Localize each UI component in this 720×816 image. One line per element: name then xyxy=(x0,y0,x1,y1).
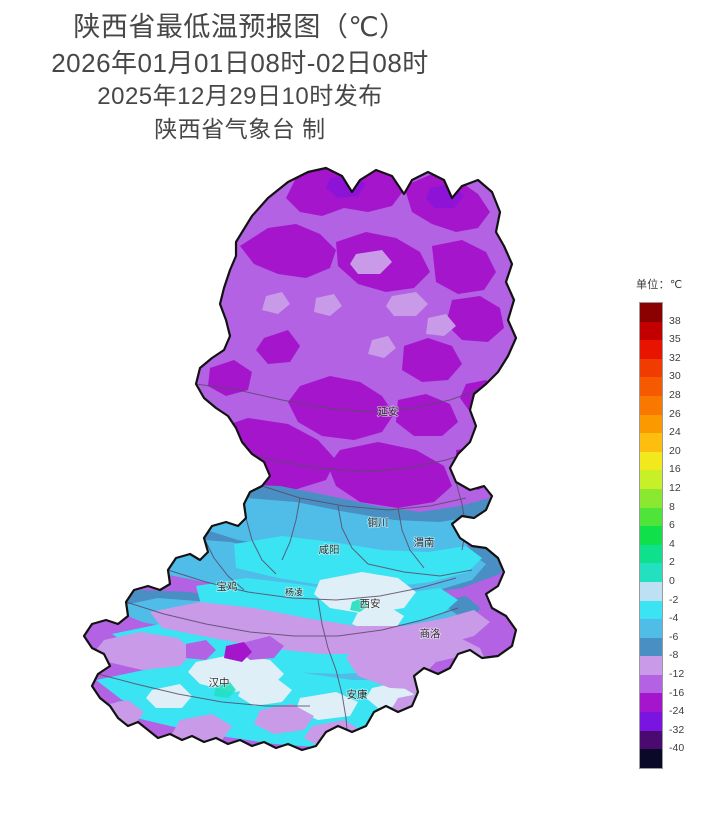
city-label-yangling: 杨凌 xyxy=(285,586,303,597)
legend-swatch-minus8 xyxy=(640,637,662,657)
legend-swatch-26 xyxy=(640,395,662,415)
city-label-xianyang: 咸阳 xyxy=(319,544,340,556)
temperature-legend: 单位：℃ 38 35 32 30 28 26 24 20 16 12 8 6 4 2 0 -2 -4 -6 -8 -1… xyxy=(632,276,718,769)
legend-tick-0: 0 xyxy=(669,574,675,587)
legend-swatch-minus24 xyxy=(640,693,662,713)
legend-swatch-6 xyxy=(640,507,662,527)
legend-swatch-38 xyxy=(640,303,662,322)
title-line-period: 2026年01月01日08时-02日08时 xyxy=(51,48,429,78)
legend-swatch-24 xyxy=(640,414,662,434)
legend-swatch-20 xyxy=(640,433,662,452)
legend-swatch-bottom xyxy=(640,749,662,768)
legend-swatch-minus12 xyxy=(640,656,662,675)
city-label-baoji: 宝鸡 xyxy=(217,580,238,593)
prefecture-boundaries xyxy=(97,383,479,743)
legend-tick-35: 35 xyxy=(669,332,681,345)
city-label-ankang: 安康 xyxy=(347,688,368,701)
legend-swatch-28 xyxy=(640,377,662,396)
legend-tick-30: 30 xyxy=(669,370,681,383)
map-svg: 延安 铜川 渭南 咸阳 宝鸡 杨凌 西安 商洛 汉中 安康 xyxy=(82,166,518,752)
legend-swatch-minus6 xyxy=(640,619,662,638)
legend-tick-minus40: -40 xyxy=(669,742,685,755)
legend-tick-32: 32 xyxy=(669,351,681,364)
legend-swatch-minus40 xyxy=(640,730,662,750)
city-label-shangluo: 商洛 xyxy=(420,627,441,640)
city-label-weinan: 渭南 xyxy=(414,536,435,549)
legend-tick-minus16: -16 xyxy=(669,686,685,699)
legend-swatch-0 xyxy=(640,563,662,582)
legend-unit-label: 单位：℃ xyxy=(636,279,683,291)
shaanxi-temperature-map: 延安 铜川 渭南 咸阳 宝鸡 杨凌 西安 商洛 汉中 安康 xyxy=(0,150,620,790)
legend-swatch-minus16 xyxy=(640,674,662,694)
legend-swatch-minus4 xyxy=(640,600,662,620)
legend-swatch-4 xyxy=(640,526,662,545)
title-line-main: 陕西省最低温预报图（℃） xyxy=(73,12,407,42)
city-label-xian: 西安 xyxy=(360,597,381,610)
legend-tick-minus4: -4 xyxy=(669,611,679,624)
legend-tick-labels: 38 35 32 30 28 26 24 20 16 12 8 6 4 2 0 -2 -4 -6 -8 -12 -16-… xyxy=(669,302,720,769)
legend-tick-38: 38 xyxy=(669,314,681,327)
legend-bar-wrap: 38 35 32 30 28 26 24 20 16 12 8 6 4 2 0 -2 -4 -6 -8 -12 -16-… xyxy=(639,302,718,769)
legend-swatch-8 xyxy=(640,488,662,508)
legend-tick-8: 8 xyxy=(669,500,675,513)
city-label-hanzhong: 汉中 xyxy=(209,676,230,689)
legend-tick-2: 2 xyxy=(669,556,675,569)
band-zero xyxy=(214,598,368,698)
province-outline xyxy=(82,166,518,752)
legend-swatch-30 xyxy=(640,358,662,378)
legend-swatch-2 xyxy=(640,544,662,564)
legend-tick-minus6: -6 xyxy=(669,630,679,643)
legend-tick-12: 12 xyxy=(669,481,681,494)
legend-swatch-minus2 xyxy=(640,581,662,601)
legend-tick-16: 16 xyxy=(669,463,681,476)
city-labels: 延安 铜川 渭南 咸阳 宝鸡 杨凌 西安 商洛 汉中 安康 xyxy=(208,404,442,702)
legend-tick-4: 4 xyxy=(669,537,675,550)
city-label-tongchuan: 铜川 xyxy=(368,517,389,529)
temperature-bands xyxy=(84,168,516,750)
legend-tick-24: 24 xyxy=(669,425,681,438)
legend-color-bar xyxy=(639,302,663,769)
legend-tick-6: 6 xyxy=(669,518,675,531)
legend-tick-28: 28 xyxy=(669,388,681,401)
legend-swatch-32 xyxy=(640,340,662,359)
legend-tick-minus2: -2 xyxy=(669,593,679,606)
legend-tick-minus8: -8 xyxy=(669,649,679,662)
legend-tick-20: 20 xyxy=(669,444,681,457)
legend-swatch-12 xyxy=(640,470,662,489)
legend-tick-minus32: -32 xyxy=(669,723,685,736)
legend-swatch-minus32 xyxy=(640,712,662,731)
legend-swatch-35 xyxy=(640,321,662,341)
legend-tick-minus12: -12 xyxy=(669,667,685,680)
band-minus12-north xyxy=(98,250,456,498)
title-line-producer: 陕西省气象台 制 xyxy=(154,116,326,142)
page-title: 陕西省最低温预报图（℃） 2026年01月01日08时-02日08时 2025年… xyxy=(0,14,480,150)
city-label-yanan: 延安 xyxy=(378,405,399,418)
title-line-issued: 2025年12月29日10时发布 xyxy=(97,83,383,110)
band-minus24-south xyxy=(224,642,252,662)
legend-swatch-16 xyxy=(640,451,662,471)
legend-tick-26: 26 xyxy=(669,407,681,420)
legend-tick-minus24: -24 xyxy=(669,704,685,717)
